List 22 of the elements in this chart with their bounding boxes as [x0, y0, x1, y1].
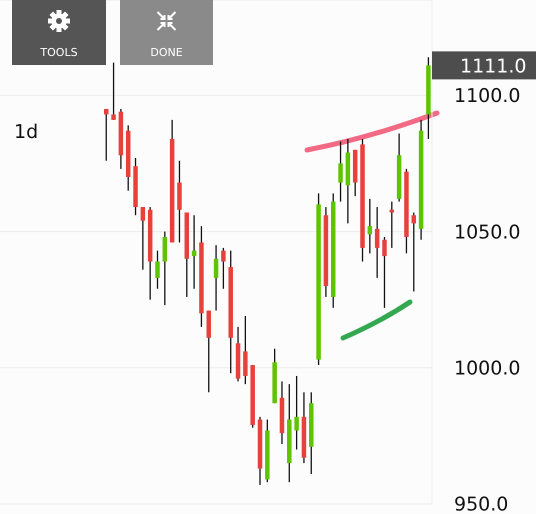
text: 1d [14, 121, 38, 143]
y-tick-label: 950.0 [454, 494, 508, 514]
candlestick [390, 200, 394, 249]
y-tick-label: 1100.0 [454, 85, 520, 108]
candlestick [155, 250, 160, 290]
candlestick [214, 244, 218, 312]
candlestick [192, 214, 196, 290]
candlestick [382, 236, 387, 308]
candlestick [374, 206, 380, 279]
text: 1111.0 [460, 55, 526, 78]
annotation: TOOLS [39, 46, 78, 59]
candlestick [294, 375, 299, 450]
candlestick [104, 108, 108, 162]
candlestick [111, 62, 116, 121]
candlestick [368, 198, 372, 254]
y-tick-label: 1000.0 [454, 358, 520, 380]
candlestick [338, 141, 343, 202]
annotation: DONE [150, 46, 183, 59]
y-tick-label: 1050.0 [454, 221, 520, 244]
candlestick [221, 247, 226, 290]
candlestick [140, 206, 146, 270]
candlestick [412, 212, 416, 292]
